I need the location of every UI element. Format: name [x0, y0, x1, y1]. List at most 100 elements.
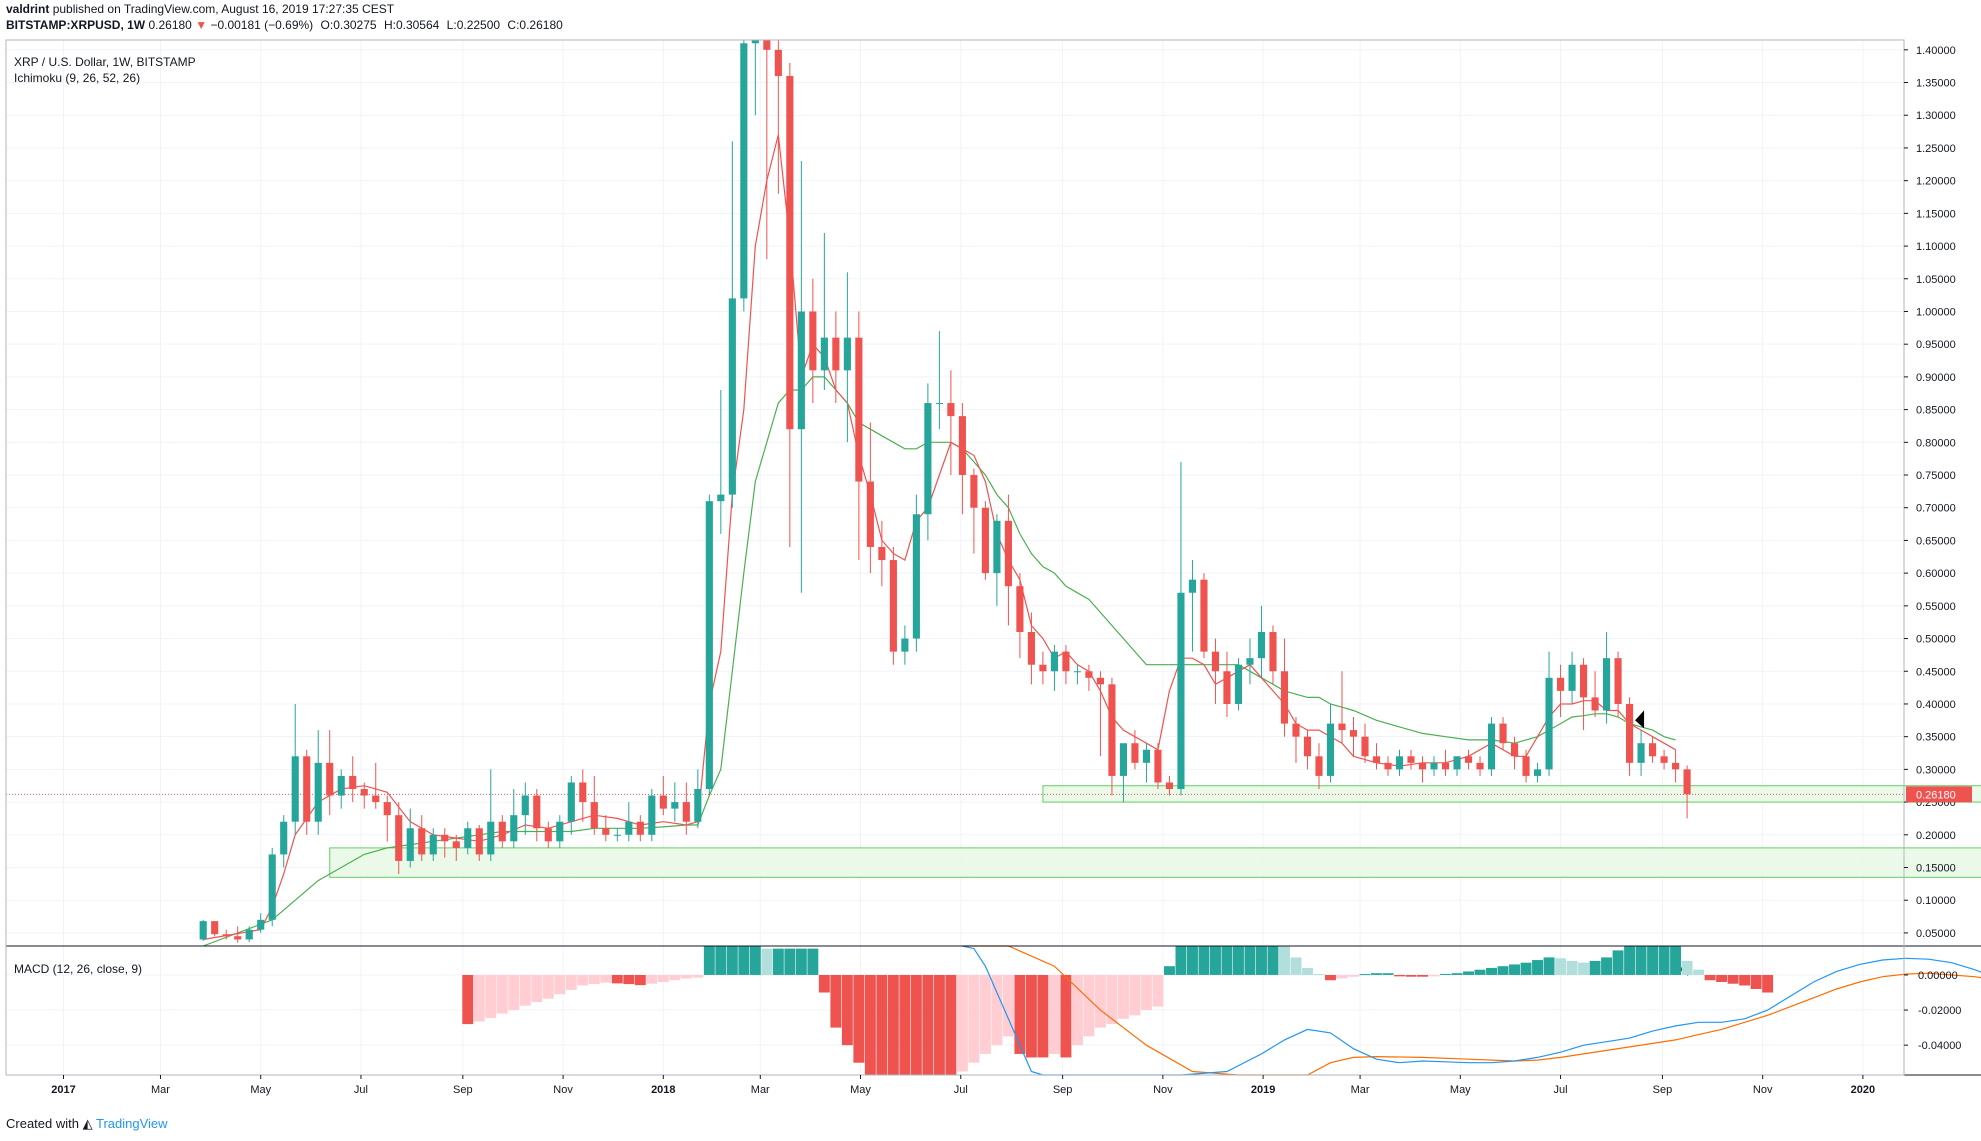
candle-body: [889, 560, 897, 652]
macd-histogram-bar: [1405, 974, 1417, 977]
macd-histogram-bar: [1670, 946, 1682, 975]
macd-histogram-bar: [1394, 974, 1405, 977]
macd-histogram-bar: [623, 974, 635, 985]
macd-legend[interactable]: MACD (12, 26, close, 9): [14, 962, 143, 976]
candle-body: [1338, 723, 1346, 731]
price-tick-label: 1.20000: [1916, 176, 1956, 188]
candle-body: [1407, 756, 1415, 763]
candle-body: [280, 821, 288, 855]
price-tick-label: 1.10000: [1916, 241, 1956, 253]
time-tick-label: Mar: [151, 1084, 170, 1096]
candle-body: [544, 828, 552, 842]
macd-histogram-bar: [1071, 974, 1083, 1046]
macd-axis[interactable]: 0.00000 -0.02000 -0.04000: [1904, 970, 1961, 1052]
macd-histogram-bar: [968, 974, 980, 1063]
macd-histogram-bar: [910, 974, 922, 1075]
macd-histogram-bar: [1509, 964, 1521, 975]
time-tick-label: 2020: [1851, 1084, 1875, 1096]
low-value: 0.22500: [456, 18, 501, 32]
candle-body: [1303, 736, 1312, 757]
macd-histogram-bar: [1233, 946, 1244, 975]
time-tick-label: 2019: [1251, 1084, 1275, 1096]
candle-body: [245, 929, 253, 940]
macd-histogram-bar: [1106, 974, 1118, 1025]
macd-histogram-bar: [554, 974, 566, 995]
candle-body: [1177, 592, 1185, 790]
candle-body: [613, 834, 621, 836]
macd-histogram-bar: [1417, 974, 1428, 977]
candle-body: [1522, 756, 1530, 776]
candle-body: [981, 507, 989, 574]
time-tick-label: Jul: [1554, 1084, 1568, 1096]
price-tick-label: 1.35000: [1916, 78, 1956, 90]
candle-body: [326, 762, 334, 796]
macd-histogram-bar: [588, 974, 600, 985]
price-tick-label: 1.25000: [1916, 143, 1956, 155]
macd-histogram-bar: [1520, 962, 1532, 975]
time-tick-label: Nov: [1753, 1084, 1773, 1096]
macd-histogram-bar: [830, 974, 842, 1028]
macd-histogram-bar: [1025, 974, 1037, 1058]
price-tick-label: 0.65000: [1916, 535, 1956, 547]
macd-histogram-bar: [1290, 957, 1302, 975]
candle-body: [222, 934, 230, 937]
candle-body: [1131, 743, 1139, 763]
candle-body: [1602, 658, 1611, 711]
candle-body: [337, 775, 345, 796]
candle-body: [1257, 632, 1266, 659]
candle-body: [1395, 756, 1404, 770]
symbol-label: BITSTAMP:XRPUSD, 1W: [6, 18, 146, 32]
candle-body: [533, 795, 541, 829]
macd-histogram-bar: [1163, 966, 1175, 975]
macd-histogram-bar: [1325, 974, 1336, 981]
macd-histogram-bar: [508, 974, 520, 1011]
candle-body: [314, 762, 322, 822]
time-axis[interactable]: 2017 Mar May Jul Sep Nov 2018 Mar May Jul Sep Nov 20…: [51, 1075, 1875, 1096]
macd-histogram-bar: [1566, 960, 1578, 975]
price-axis[interactable]: 0.050000.100000.150000.200000.250000.300…: [1904, 45, 1972, 940]
macd-histogram-bar: [795, 948, 807, 975]
chart-legend: XRP / U.S. Dollar, 1W, BITSTAMP Ichimoku…: [14, 54, 196, 86]
time-tick-label: Nov: [553, 1084, 573, 1096]
candle-body: [1372, 756, 1381, 763]
price-tick-label: 0.75000: [1916, 470, 1956, 482]
macd-histogram-bar: [1244, 946, 1256, 975]
macd-pane: [462, 945, 1981, 1076]
high-label: H:: [383, 18, 396, 32]
macd-histogram-bar: [1647, 946, 1659, 975]
price-tick-label: 0.70000: [1916, 503, 1956, 515]
series-title[interactable]: XRP / U.S. Dollar, 1W, BITSTAMP: [14, 55, 196, 69]
macd-histogram-bar: [1497, 966, 1509, 975]
candle-body: [1672, 762, 1680, 770]
candle-body: [659, 795, 667, 809]
time-tick-label: May: [1450, 1084, 1471, 1096]
indicator-label[interactable]: Ichimoku (9, 26, 52, 26): [14, 71, 141, 85]
time-tick-label: 2018: [651, 1084, 675, 1096]
macd-tick-label: -0.04000: [1918, 1040, 1961, 1052]
candle-body: [1326, 723, 1335, 776]
candle-body: [556, 821, 564, 842]
macd-histogram-bar: [1681, 960, 1693, 975]
macd-histogram-bar: [1532, 960, 1544, 975]
candle-body: [751, 40, 759, 44]
candle-body: [970, 475, 978, 508]
macd-histogram-bar: [738, 946, 750, 975]
open-label: O:: [320, 18, 334, 32]
author-name[interactable]: valdrint: [6, 2, 50, 16]
candle-body: [855, 337, 863, 482]
macd-histogram-bar: [1739, 974, 1751, 986]
candle-body: [958, 416, 966, 476]
macd-histogram-bar: [1589, 960, 1601, 975]
candle-body: [1418, 762, 1427, 770]
candle-body: [1349, 730, 1358, 737]
macd-histogram-bar: [1555, 958, 1567, 975]
macd-histogram-bar: [1267, 946, 1279, 975]
macd-histogram-bar: [611, 974, 623, 984]
candle-body: [786, 75, 794, 430]
tradingview-link[interactable]: TradingView: [96, 1116, 168, 1131]
macd-histogram-bar: [1371, 973, 1382, 975]
candle-body: [1292, 723, 1300, 737]
macd-histogram-bar: [1175, 946, 1187, 975]
candle-body: [1108, 684, 1116, 776]
